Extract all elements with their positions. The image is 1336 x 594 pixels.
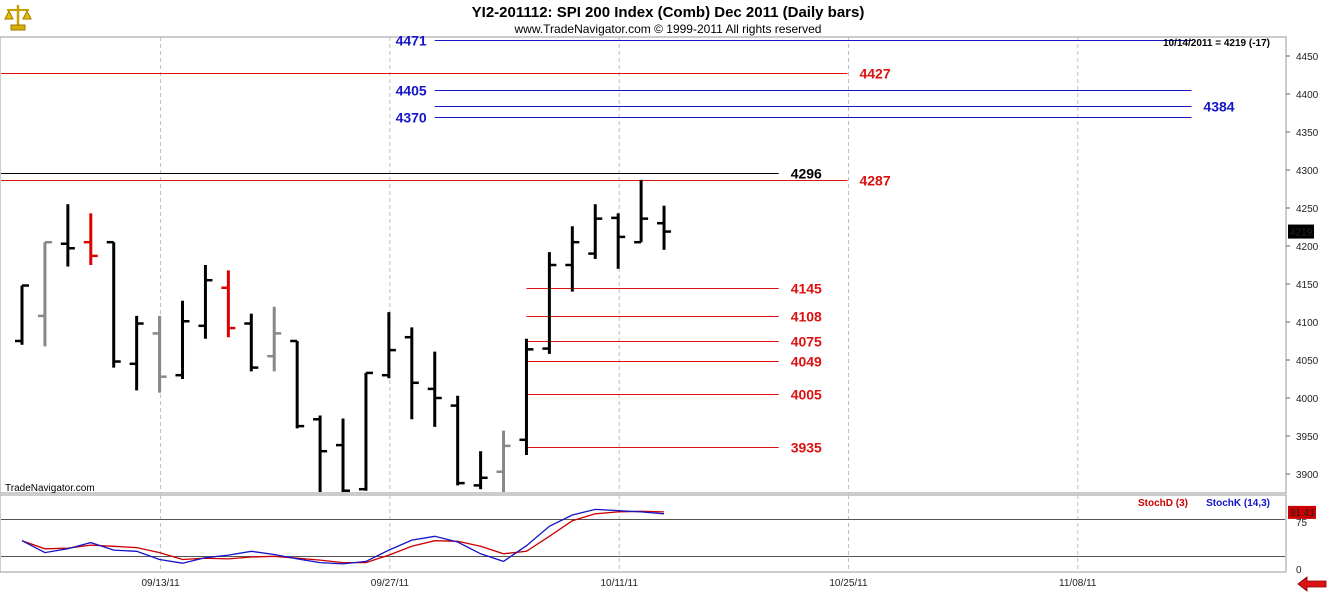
ohlc-bar-1 (37, 240, 52, 347)
copyright-text: www.TradeNavigator.com © 1999-2011 All r… (514, 22, 822, 36)
level-label-4108: 4108 (791, 309, 822, 325)
ohlc-bar-12 (290, 339, 305, 429)
ohlc-bar-0 (15, 284, 29, 345)
ohlc-bar-11 (267, 306, 282, 372)
stoch-line-d (21, 510, 665, 564)
gold-scales-icon[interactable] (4, 2, 32, 32)
stoch-last-tag (1288, 505, 1316, 519)
ohlc-bar-20 (473, 451, 488, 490)
y-tick-label-4400: 4400 (1296, 90, 1319, 101)
y-tick-label-4050: 4050 (1296, 356, 1319, 367)
ohlc-bar-26 (611, 213, 626, 269)
price-bars (15, 179, 672, 492)
ohlc-bar-10 (244, 313, 259, 372)
price-panel-frame (0, 36, 1287, 494)
level-label-3935: 3935 (791, 440, 822, 456)
level-label-4370: 4370 (396, 110, 427, 126)
level-label-4296: 4296 (791, 166, 822, 182)
y-tick-label-4350: 4350 (1296, 128, 1319, 139)
ohlc-bar-21 (496, 430, 511, 492)
y-tick-label-4100: 4100 (1296, 318, 1319, 329)
ohlc-bar-5 (129, 315, 144, 391)
level-label-4005: 4005 (791, 387, 822, 403)
level-label-4384: 4384 (1203, 99, 1234, 115)
ohlc-bar-22 (519, 338, 534, 455)
level-label-4405: 4405 (396, 83, 427, 99)
ohlc-bar-8 (198, 265, 213, 339)
level-lines: 4471 4427 4405 4384 4370 4296 4287 4145 4108 4075… (1, 33, 1235, 456)
stoch-d-legend: StochD (3) (1138, 498, 1188, 509)
ohlc-bar-28 (657, 205, 672, 250)
level-label-4427: 4427 (859, 66, 890, 82)
stoch-last-label: 91.41 (1290, 508, 1315, 519)
x-date-label-11-08-11: 11/08/11 (1059, 578, 1097, 589)
stoch-line-k (21, 508, 665, 565)
ohlc-bar-7 (175, 300, 190, 379)
ohlc-bar-18 (427, 351, 442, 427)
stoch-k-legend: StochK (14,3) (1206, 498, 1270, 509)
ohlc-bar-23 (542, 252, 557, 354)
watermark: TradeNavigator.com (5, 483, 95, 494)
ohlc-bar-13 (313, 415, 328, 492)
y-tick-label-4000: 4000 (1296, 394, 1319, 405)
last-readout: 10/14/2011 = 4219 (-17) (1163, 38, 1270, 49)
level-label-4049: 4049 (791, 354, 822, 370)
last-price-label: 4219 (1290, 228, 1313, 239)
y-tick-label-4250: 4250 (1296, 204, 1319, 215)
ohlc-bar-24 (565, 226, 580, 292)
x-date-label-09-27-11: 09/27/11 (371, 578, 410, 589)
ohlc-bar-2 (60, 204, 75, 267)
stochastic-panel: 0 75 StochD (3) StochK (14,3) 91.41 (1, 498, 1316, 576)
price-y-axis: 3900 3950 4000 4050 4100 4150 4200 4250 4300 4350… (1286, 52, 1319, 481)
y-tick-label-4150: 4150 (1296, 280, 1319, 291)
stoch-tick-label-0: 0 (1296, 565, 1302, 576)
y-tick-label-4200: 4200 (1296, 242, 1319, 253)
ohlc-bar-4 (106, 240, 121, 368)
level-label-4471: 4471 (396, 33, 427, 49)
chart-title: YI2-201112: SPI 200 Index (Comb) Dec 201… (472, 4, 865, 21)
last-price-tag (1288, 224, 1314, 239)
y-tick-label-4300: 4300 (1296, 166, 1319, 177)
red-left-arrow-icon[interactable] (1297, 576, 1327, 592)
x-date-label-09-13-11: 09/13/11 (141, 578, 180, 589)
y-tick-label-3950: 3950 (1296, 432, 1319, 443)
y-tick-label-3900: 3900 (1296, 470, 1319, 481)
ohlc-bar-6 (152, 315, 167, 393)
level-label-4075: 4075 (791, 334, 822, 350)
ohlc-bar-19 (450, 395, 465, 486)
ohlc-bar-14 (336, 418, 351, 492)
ohlc-bar-27 (634, 179, 649, 244)
stoch-panel-frame (0, 494, 1287, 573)
y-tick-label-4450: 4450 (1296, 52, 1319, 63)
x-date-label-10-11-11: 10/11/11 (600, 578, 638, 589)
ohlc-bar-3 (83, 213, 98, 265)
ohlc-bar-9 (221, 270, 236, 338)
ohlc-bar-17 (404, 327, 419, 420)
level-label-4287: 4287 (859, 173, 890, 189)
stoch-tick-label-75: 75 (1296, 518, 1308, 529)
ohlc-bar-16 (381, 312, 396, 379)
date-x-axis: 09/13/11 09/27/11 10/11/11 10/25/11 11/08/11 (141, 578, 1096, 589)
ohlc-bar-15 (358, 371, 373, 491)
ohlc-bar-25 (588, 204, 603, 259)
level-label-4145: 4145 (791, 281, 822, 297)
x-date-label-10-25-11: 10/25/11 (829, 578, 868, 589)
